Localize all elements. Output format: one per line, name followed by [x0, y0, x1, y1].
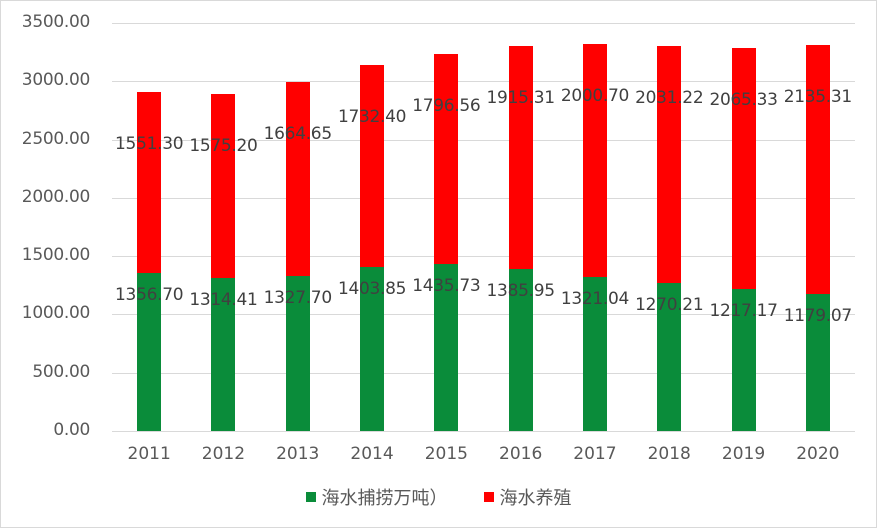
bar-segment[interactable]	[360, 267, 385, 431]
data-label: 1385.95	[486, 281, 556, 302]
bar-segment[interactable]	[137, 272, 162, 431]
bar-segment[interactable]	[805, 44, 830, 294]
data-label: 1403.85	[337, 279, 407, 300]
data-label: 1664.65	[263, 124, 333, 145]
bar-segment[interactable]	[657, 46, 682, 283]
y-axis-tick-label: 500.00	[32, 361, 90, 382]
y-axis-tick-label: 1000.00	[21, 303, 91, 324]
data-label: 2000.70	[560, 85, 630, 106]
x-axis-tick-label: 2015	[424, 444, 468, 464]
bar-segment[interactable]	[285, 82, 310, 277]
x-axis-tick-label: 2014	[350, 444, 394, 464]
bar-segment[interactable]	[211, 277, 236, 431]
y-axis-tick-label: 3000.00	[21, 70, 91, 91]
data-label: 2031.22	[635, 88, 704, 109]
data-label: 1314.41	[189, 289, 258, 310]
bar-segment[interactable]	[731, 48, 756, 290]
x-axis-tick-label: 2020	[796, 444, 840, 464]
gridline	[112, 23, 855, 24]
legend-item-aquaculture[interactable]: 海水养殖	[483, 484, 572, 510]
bar-segment[interactable]	[582, 43, 607, 277]
y-axis-tick-label: 2500.00	[21, 128, 91, 149]
data-label: 1796.56	[412, 96, 481, 117]
x-axis-tick-label: 2016	[499, 444, 543, 464]
data-label: 2065.33	[709, 90, 778, 111]
legend-label: 海水养殖	[499, 488, 572, 509]
bar-segment[interactable]	[434, 263, 459, 431]
x-axis-tick-label: 2017	[573, 444, 617, 464]
x-axis-tick-label: 2011	[127, 444, 171, 464]
gridline	[112, 256, 855, 258]
data-label: 1321.04	[560, 289, 630, 309]
data-label: 1575.20	[189, 136, 258, 157]
gridline	[112, 197, 855, 199]
bar-segment[interactable]	[805, 293, 830, 431]
y-axis-tick-label: 2000.00	[21, 186, 91, 207]
legend-swatch-green-icon	[305, 492, 316, 502]
data-label: 1270.21	[635, 294, 704, 315]
data-label: 1915.31	[486, 88, 556, 109]
legend-item-capture[interactable]: 海水捕捞万吨）	[305, 484, 448, 510]
x-axis-tick-label: 2018	[647, 444, 691, 464]
gridline	[112, 139, 855, 141]
bar-segment[interactable]	[731, 289, 756, 431]
data-label: 1179.07	[783, 305, 853, 326]
bar-segment[interactable]	[434, 54, 459, 264]
chart-legend: 海水捕捞万吨） 海水养殖	[0, 484, 877, 510]
bar-segment[interactable]	[360, 65, 385, 268]
gridline	[112, 431, 855, 432]
bar-segment[interactable]	[285, 276, 310, 431]
bar-segment[interactable]	[508, 269, 533, 431]
data-label: 1327.70	[263, 288, 333, 309]
data-label: 1732.40	[337, 107, 407, 128]
bar-segment[interactable]	[657, 282, 682, 431]
bar-segment[interactable]	[508, 46, 533, 270]
y-axis-tick-label: 3500.00	[21, 12, 91, 32]
x-axis-tick-label: 2012	[201, 444, 246, 464]
bar-segment[interactable]	[211, 94, 236, 278]
gridline	[112, 81, 855, 83]
bar-segment[interactable]	[137, 92, 162, 273]
y-axis-tick-label: 0.00	[53, 420, 90, 440]
legend-swatch-red-icon	[483, 492, 494, 502]
legend-label: 海水捕捞万吨）	[321, 488, 448, 509]
x-axis-tick-label: 2019	[721, 444, 766, 464]
x-axis-tick-label: 2013	[276, 444, 320, 464]
data-label: 1217.17	[709, 301, 778, 322]
data-label: 2135.31	[783, 86, 853, 107]
data-label: 1356.70	[115, 284, 184, 305]
y-axis-tick-label: 1500.00	[21, 245, 91, 266]
bar-segment[interactable]	[582, 277, 607, 431]
data-label: 1435.73	[412, 275, 481, 296]
gridline	[112, 314, 855, 316]
gridline	[112, 372, 855, 374]
data-label: 1551.30	[115, 134, 184, 154]
